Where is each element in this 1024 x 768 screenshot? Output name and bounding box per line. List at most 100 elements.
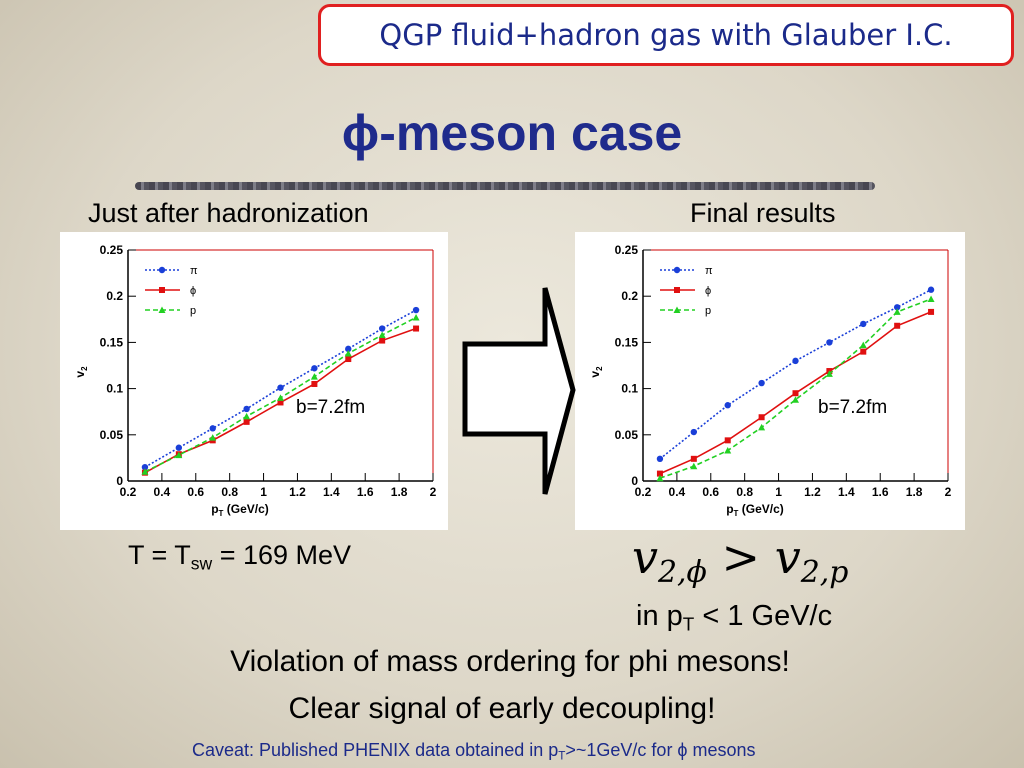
x-tick-label: 0.6 (702, 485, 719, 499)
x-tick-label: 0.2 (120, 485, 137, 499)
marker (277, 384, 284, 391)
y-tick-label: 0.15 (615, 335, 639, 349)
subscript: 2,p (800, 554, 849, 590)
text-part: v (632, 530, 658, 584)
y-axis-label: v2 (588, 366, 604, 378)
marker (412, 306, 420, 314)
left-caption: Just after hadronization (88, 198, 369, 228)
subscript: T (558, 749, 566, 763)
label-subscript: 2 (595, 366, 604, 371)
x-tick-label: 1.2 (804, 485, 821, 499)
marker (243, 405, 250, 413)
y-tick-label: 0.2 (621, 289, 638, 303)
legend-marker (674, 287, 680, 293)
marker (209, 434, 217, 441)
marker (311, 365, 318, 372)
marker (277, 399, 284, 406)
right-caption: Final results (690, 198, 836, 228)
marker (175, 451, 183, 459)
y-tick-label: 0 (116, 474, 123, 488)
marker (758, 414, 765, 421)
label-text: p (726, 502, 733, 516)
x-tick-label: 1.4 (323, 485, 340, 499)
legend-label: π (705, 265, 713, 277)
marker (345, 356, 352, 363)
x-tick-label: 0.8 (736, 485, 753, 499)
marker (175, 444, 183, 451)
x-tick-label: 1.6 (357, 485, 374, 499)
x-tick-label: 1 (775, 485, 782, 499)
y-axis-label: v2 (73, 366, 89, 378)
chart: 0 0.05 0.1 0.15 0.2 0.25 0.2 0.4 0.6 0.8 1 1.2 1.4 1.… (588, 243, 952, 518)
label-text: p (211, 502, 218, 516)
marker (209, 425, 216, 432)
formula: v2,ϕ > v2,p (632, 530, 848, 590)
slide-title: ϕ-meson case (341, 105, 683, 161)
marker (656, 474, 664, 482)
legend-marker (673, 306, 681, 313)
chart: 0 0.05 0.1 0.15 0.2 0.25 0.2 0.4 0.6 0.8 1 1.2 1.4 1.… (73, 243, 437, 518)
x-tick-label: 1.2 (289, 485, 306, 499)
marker (378, 325, 386, 332)
marker (724, 437, 731, 444)
label-suffix: (GeV/c) (223, 502, 268, 516)
marker (927, 286, 935, 293)
marker (141, 468, 149, 475)
text-part: T = T (128, 540, 191, 570)
x-tick-label: 1 (260, 485, 267, 499)
annotation: b=7.2fm (818, 397, 887, 418)
x-axis-label: pT (GeV/c) (211, 502, 269, 518)
marker (927, 295, 935, 302)
right-panel: 0 0.05 0.1 0.15 0.2 0.25 0.2 0.4 0.6 0.8 1 1.2 1.4 1.… (575, 232, 965, 530)
marker (412, 313, 420, 321)
legend-marker (159, 287, 165, 293)
marker (243, 418, 250, 425)
marker (690, 428, 698, 436)
badge: QGP fluid+hadron gas with Glauber I.C. (318, 4, 1014, 66)
marker (792, 390, 799, 397)
marker (792, 357, 799, 365)
legend-label: p (190, 305, 196, 317)
x-tick-label: 2 (945, 485, 952, 499)
marker (690, 462, 698, 470)
marker (893, 308, 901, 315)
series-line (659, 289, 932, 460)
y-tick-label: 0.15 (100, 335, 124, 349)
label-text: v (588, 371, 602, 378)
marker (379, 337, 386, 344)
legend-label: ϕ (705, 285, 711, 297)
label-subscript: T (219, 509, 224, 518)
x-tick-label: 0.2 (635, 485, 652, 499)
y-tick-label: 0.05 (100, 428, 124, 442)
marker (141, 463, 149, 471)
legend-marker (158, 306, 166, 313)
series-line (659, 298, 932, 479)
x-tick-label: 2 (430, 485, 437, 499)
marker (893, 304, 901, 311)
label-text: v (73, 371, 87, 378)
x-tick-label: 1.4 (838, 485, 855, 499)
text-part: < 1 GeV/c (694, 600, 833, 632)
text-part: in p (636, 600, 683, 632)
marker (826, 339, 833, 346)
x-axis-label: pT (GeV/c) (726, 502, 784, 518)
marker (277, 394, 284, 401)
marker (758, 423, 766, 431)
left-panel: 0 0.05 0.1 0.15 0.2 0.25 0.2 0.4 0.6 0.8 1 1.2 1.4 1.… (60, 232, 448, 530)
marker (378, 331, 386, 339)
label-subscript: 2 (80, 366, 89, 371)
marker (345, 345, 352, 353)
subscript: sw (190, 553, 213, 574)
text-part: = 169 MeV (212, 540, 352, 570)
text-part: > v (706, 530, 801, 584)
legend-marker (673, 266, 681, 274)
arrow (462, 287, 576, 495)
y-tick-label: 0.25 (615, 243, 639, 257)
x-tick-label: 0.4 (669, 485, 686, 499)
marker (724, 447, 732, 454)
x-tick-label: 0.8 (221, 485, 238, 499)
marker (860, 348, 867, 355)
x-tick-label: 1.8 (391, 485, 408, 499)
annotation: b=7.2fm (296, 397, 365, 418)
